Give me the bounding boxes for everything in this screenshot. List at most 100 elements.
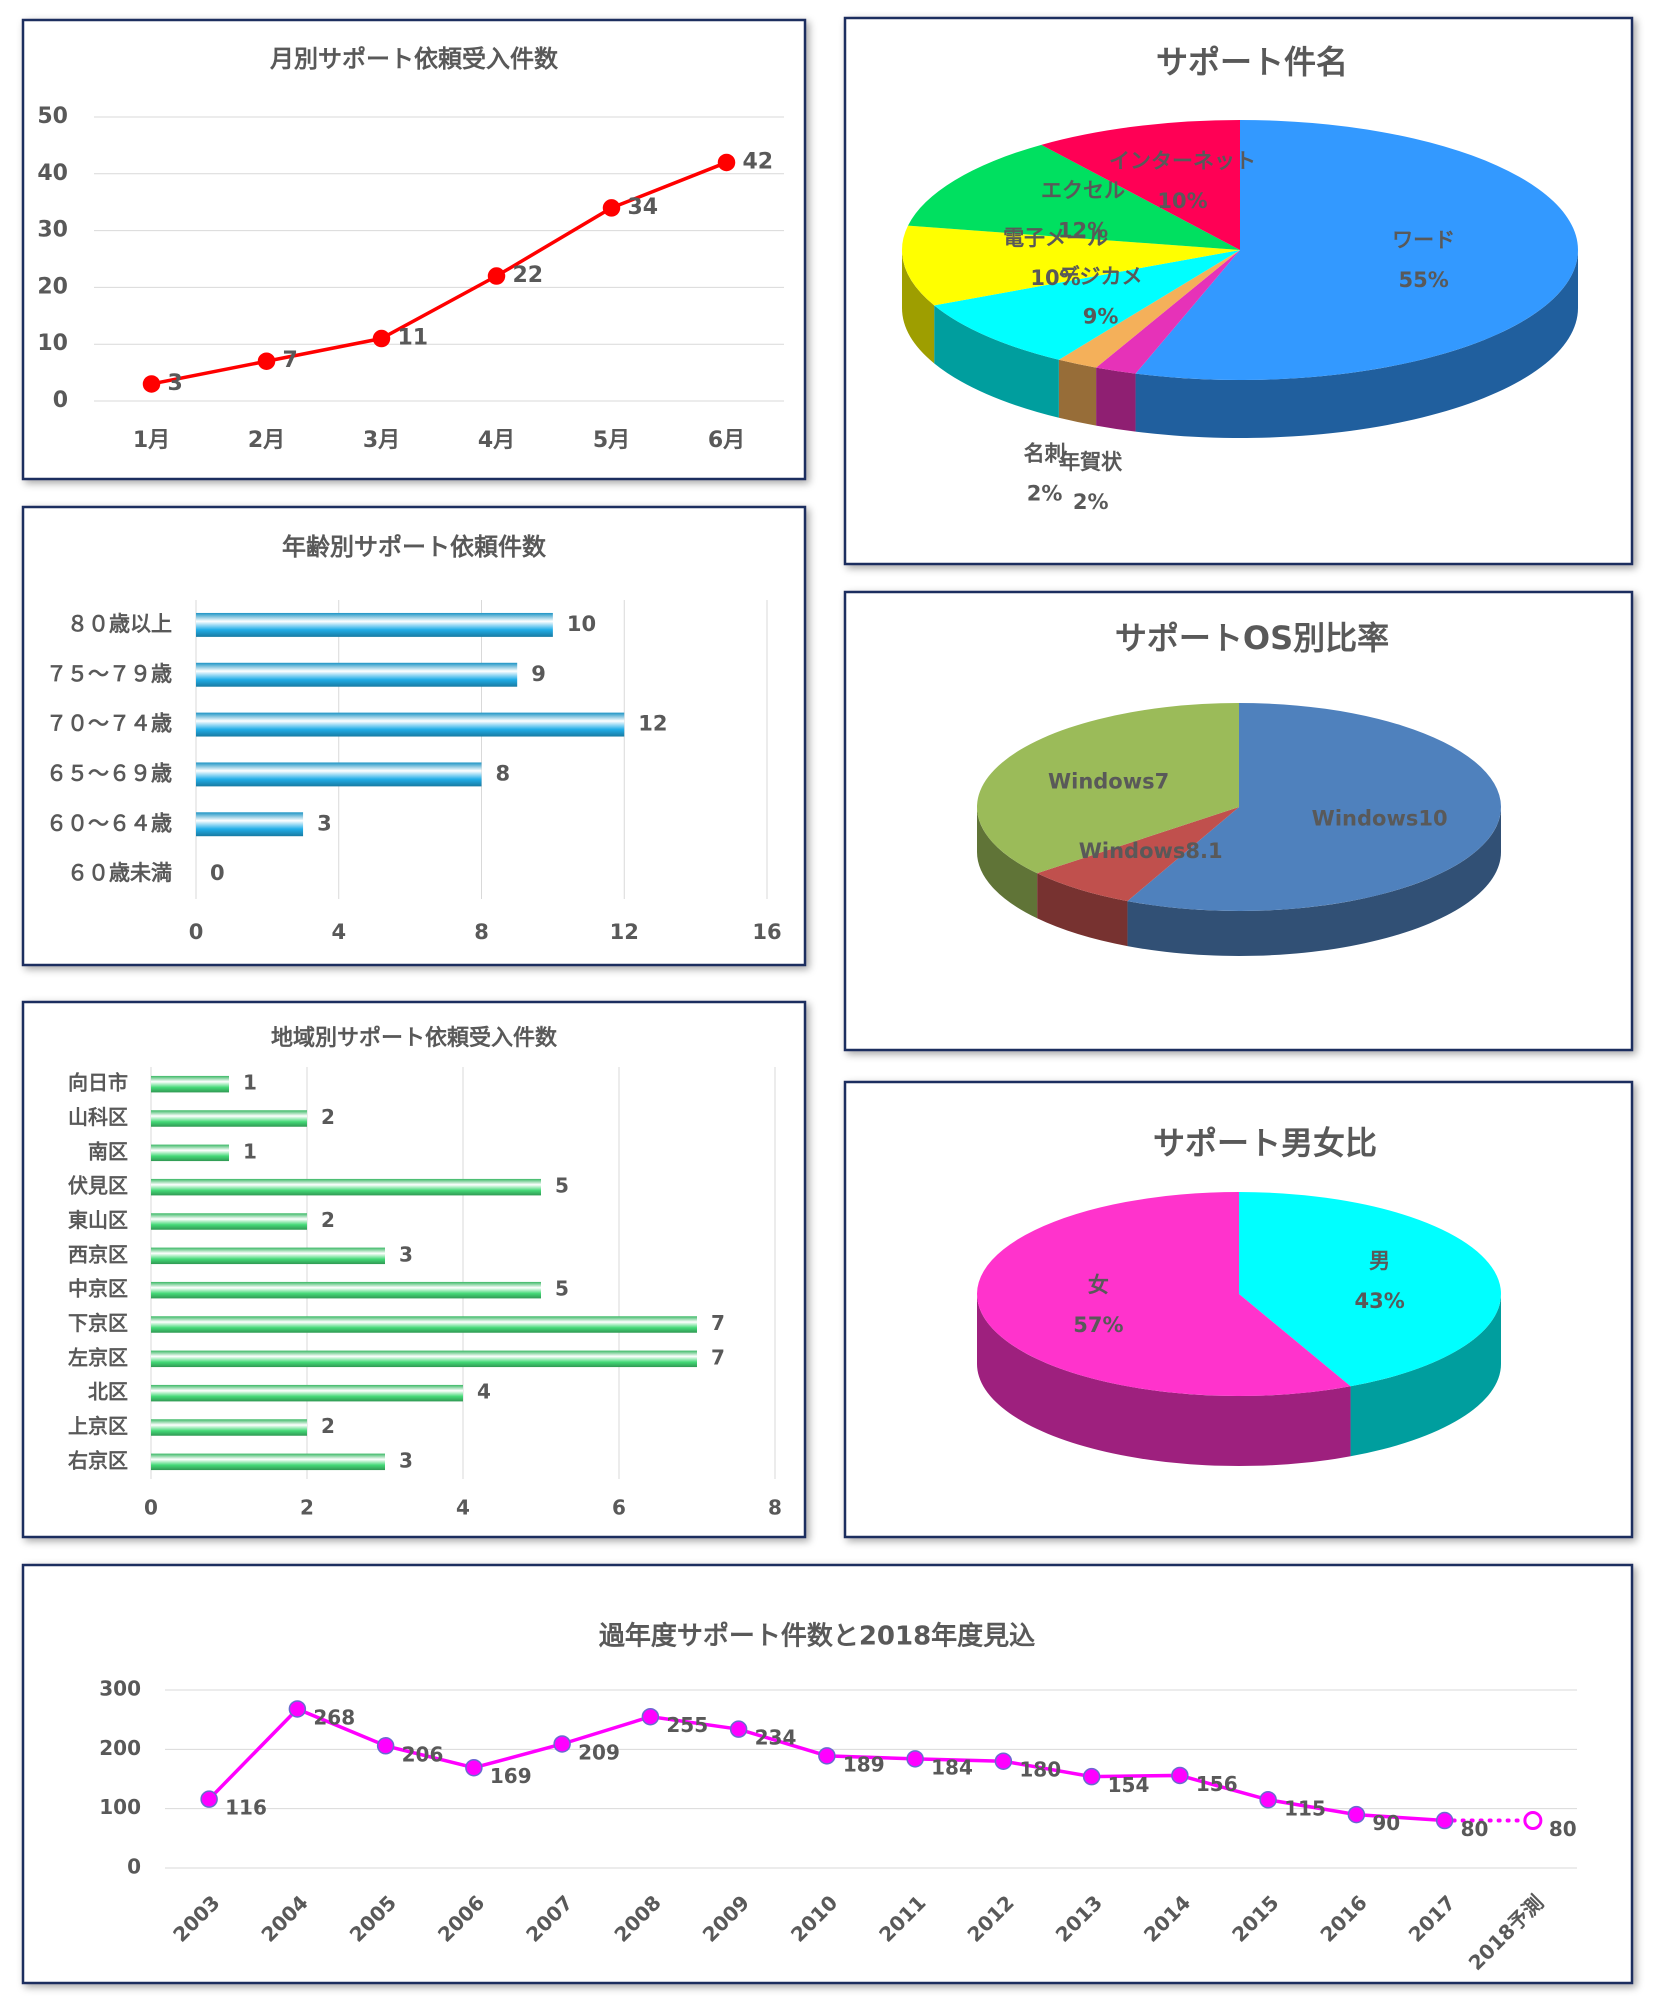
data-label: 169	[490, 1764, 532, 1788]
slice-label: デジカメ	[1059, 264, 1143, 288]
bar	[151, 1316, 697, 1333]
slice-label: Windows8.1	[1079, 839, 1223, 863]
data-label: 2	[321, 1414, 335, 1438]
data-label: 5	[555, 1174, 569, 1198]
x-tick-label: 2	[300, 1496, 314, 1520]
x-tick-label: 4	[456, 1496, 470, 1520]
slice-value-label: 55%	[1398, 268, 1448, 292]
data-label: 5	[555, 1277, 569, 1301]
pie-slice	[902, 225, 1240, 306]
pie-side	[1058, 359, 1097, 426]
pie-slice	[1127, 703, 1502, 911]
bar	[151, 1281, 541, 1299]
pie-side	[977, 1294, 1351, 1466]
y-tick-label: ７５～７９歳	[46, 662, 172, 686]
bar	[151, 1075, 229, 1093]
marker	[1347, 1805, 1366, 1824]
x-tick-label: 2月	[248, 428, 285, 453]
x-tick-label: 3月	[363, 428, 400, 453]
slice-label: 女	[1088, 1273, 1109, 1297]
marker	[376, 1737, 395, 1755]
pie-slice	[1239, 1192, 1501, 1387]
data-label: 11	[398, 326, 429, 351]
y-tick-label: ６５～６９歳	[46, 761, 172, 785]
pie-slice	[977, 1192, 1351, 1396]
y-tick-label: 200	[99, 1736, 141, 1760]
y-tick-label: 300	[99, 1677, 141, 1701]
y-tick-label: 東山区	[68, 1208, 128, 1232]
y-tick-label: 上京区	[68, 1414, 128, 1438]
pie-side	[1350, 1294, 1501, 1457]
slice-value-label: 10%	[1030, 266, 1080, 290]
y-tick-label: 50	[37, 104, 68, 129]
panel	[21, 1563, 1634, 1985]
y-tick-label: 向日市	[68, 1071, 128, 1095]
bar	[151, 1144, 229, 1162]
bar	[196, 762, 482, 787]
data-label: 189	[843, 1752, 885, 1776]
data-label: 156	[1196, 1772, 1238, 1796]
y-tick-label: 中京区	[68, 1277, 128, 1301]
y-tick-label: 下京区	[68, 1311, 128, 1335]
marker	[142, 375, 161, 393]
pie-side	[1127, 807, 1501, 956]
marker	[717, 153, 736, 172]
data-label: 3	[399, 1242, 413, 1266]
chart-title: 地域別サポート依頼受入件数	[271, 1025, 558, 1051]
slice-label: 年賀状	[1059, 450, 1123, 474]
bar	[151, 1350, 697, 1368]
y-tick-label: ６０～６４歳	[46, 811, 172, 835]
data-label: 8	[496, 761, 511, 785]
chart-title: サポート件名	[1156, 43, 1348, 81]
line	[151, 160, 728, 386]
pie-slice	[1058, 250, 1240, 368]
y-tick-label: 右京区	[68, 1448, 128, 1472]
y-tick-label: 10	[37, 331, 68, 356]
data-label: 0	[210, 861, 225, 885]
data-label: 9	[531, 662, 546, 686]
pie-side	[902, 250, 935, 364]
x-tick-label: 0	[144, 1496, 158, 1520]
data-label: 1	[243, 1139, 257, 1163]
bar	[151, 1213, 307, 1230]
marker	[1171, 1766, 1189, 1785]
chart-title: 過年度サポート件数と2018年度見込	[599, 1621, 1035, 1652]
y-tick-label: 左京区	[68, 1345, 128, 1369]
data-label: 180	[1019, 1758, 1061, 1782]
marker	[1082, 1767, 1101, 1786]
slice-label: Windows10	[1312, 806, 1448, 830]
x-tick-label: 5月	[593, 428, 630, 453]
data-label: 1	[243, 1071, 257, 1095]
x-tick-label: 4	[331, 920, 346, 944]
data-label: 10	[567, 612, 596, 636]
marker	[1435, 1811, 1454, 1830]
bar	[151, 1453, 385, 1471]
data-label: 268	[313, 1705, 355, 1729]
data-label: 116	[225, 1796, 267, 1820]
x-tick-label: 1月	[133, 428, 170, 453]
data-label: 184	[931, 1755, 973, 1779]
data-label: 4	[477, 1380, 491, 1404]
slice-label: 男	[1369, 1249, 1390, 1273]
slice-label: 名刺	[1024, 442, 1066, 466]
marker	[1259, 1791, 1277, 1809]
pie-slice	[1135, 120, 1578, 380]
data-label: 115	[1284, 1796, 1326, 1820]
data-label: 2	[321, 1208, 335, 1232]
marker	[487, 267, 506, 285]
chart-title: サポートOS別比率	[1115, 619, 1389, 657]
data-label: 154	[1108, 1773, 1150, 1797]
marker	[818, 1747, 836, 1765]
data-label: 3	[168, 371, 183, 396]
x-tick-label: 6	[612, 1496, 626, 1520]
data-label: 12	[638, 712, 667, 736]
slice-value-label: 10%	[1157, 189, 1207, 213]
marker	[602, 199, 621, 217]
slice-label: ワード	[1392, 228, 1455, 252]
data-label: 80	[1549, 1817, 1577, 1841]
pie-slice	[1096, 250, 1240, 374]
x-tick-label: 12	[610, 920, 639, 944]
slice-label: 電子メール	[1003, 226, 1108, 250]
